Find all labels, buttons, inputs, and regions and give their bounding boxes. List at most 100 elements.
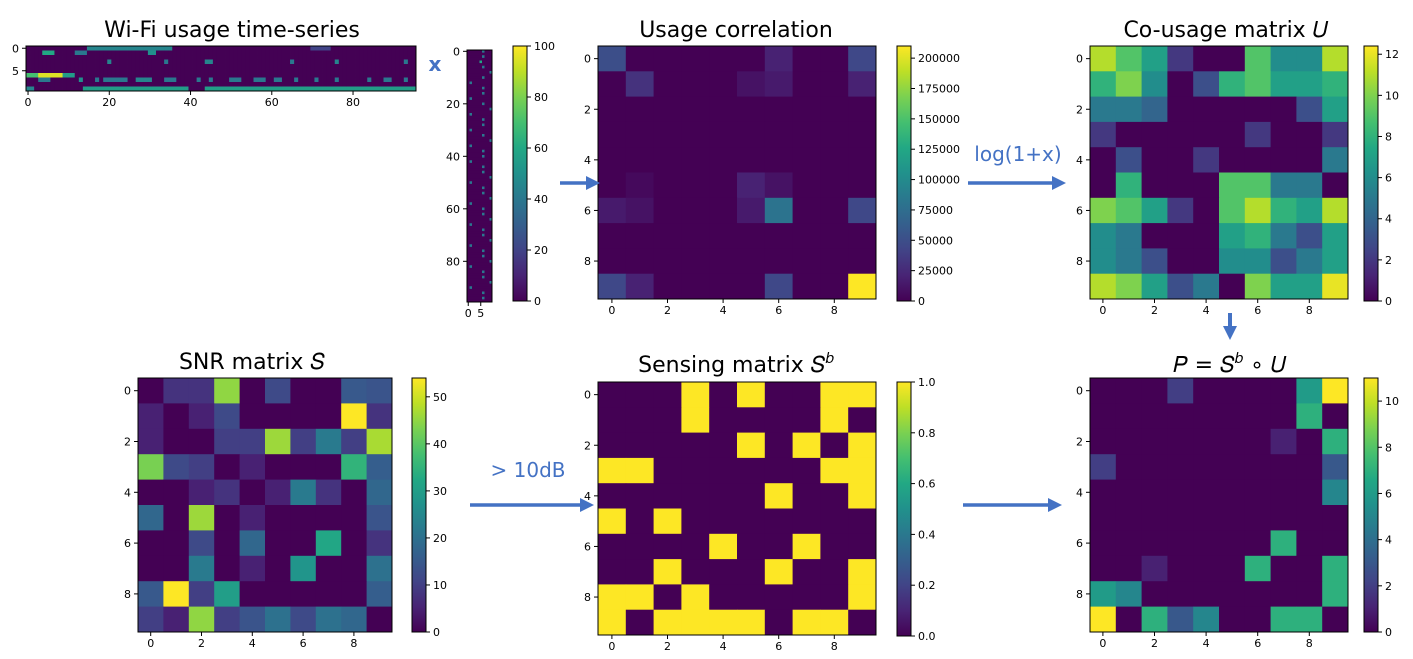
heatmap-cell <box>143 46 149 51</box>
colorbar-tick-label: 1.0 <box>918 376 936 389</box>
heatmap-cell <box>62 73 68 78</box>
heatmap-cell <box>479 105 483 109</box>
heatmap-cell <box>1296 46 1323 72</box>
heatmap-cell <box>403 50 409 56</box>
heatmap-cell <box>598 273 627 300</box>
heatmap-cell <box>709 407 738 433</box>
heatmap-cell <box>269 55 275 60</box>
heatmap-cell <box>482 50 485 54</box>
heatmap-cell <box>484 65 488 69</box>
heatmap-cell <box>1167 530 1194 557</box>
heatmap-cell <box>474 181 478 185</box>
heatmap-cell <box>479 178 483 182</box>
heatmap-cell <box>653 432 682 459</box>
heatmap-cell <box>151 68 157 74</box>
plot-frame <box>597 381 877 636</box>
heatmap-cell <box>237 59 242 65</box>
heatmap-cell <box>467 81 470 85</box>
heatmap-cell <box>489 107 493 111</box>
heatmap-cell <box>487 84 490 88</box>
y-tick-label: 6 <box>1076 204 1083 217</box>
heatmap-cell <box>143 82 149 87</box>
heatmap-cell <box>399 50 405 56</box>
heatmap-cell <box>482 197 485 201</box>
heatmap-cell <box>820 147 849 173</box>
heatmap-cell <box>168 86 173 92</box>
heatmap-cell <box>479 257 483 261</box>
heatmap-cell <box>131 64 137 69</box>
heatmap-cell <box>477 73 480 77</box>
heatmap-cell <box>477 149 480 153</box>
heatmap-cell <box>764 609 793 636</box>
heatmap-cell <box>290 59 295 65</box>
heatmap-cell <box>467 60 470 64</box>
heatmap-cell <box>216 64 222 69</box>
heatmap-cell <box>1322 248 1349 275</box>
heatmap-cell <box>467 71 470 75</box>
heatmap-cell <box>216 82 222 87</box>
colorbar-scale <box>1363 377 1379 633</box>
heatmap-cell <box>479 141 483 145</box>
heatmap-cell <box>261 82 267 87</box>
heatmap-cell <box>848 96 877 123</box>
heatmap-cell <box>62 82 68 87</box>
heatmap-cell <box>355 55 360 60</box>
heatmap-cell <box>472 181 475 185</box>
heatmap-cell <box>123 68 128 74</box>
heatmap-cell <box>208 46 214 51</box>
heatmap-cell <box>26 68 31 74</box>
heatmap-cell <box>487 168 490 172</box>
heatmap-cell <box>484 115 488 119</box>
heatmap-cell <box>474 170 478 174</box>
heatmap-cell <box>474 110 478 114</box>
heatmap-cell <box>1115 581 1142 607</box>
heatmap-cell <box>625 273 654 300</box>
heatmap-cell <box>848 508 877 535</box>
heatmap-cell <box>469 252 473 256</box>
heatmap-cell <box>489 118 493 122</box>
heatmap-cell <box>273 73 279 78</box>
heatmap-cell <box>216 68 222 74</box>
heatmap-cell <box>245 64 250 69</box>
colorbar-tick-label: 4 <box>1385 534 1392 547</box>
heatmap-cell <box>367 46 372 51</box>
heatmap-cell <box>487 55 490 59</box>
heatmap-cell <box>375 82 380 87</box>
heatmap-cell <box>214 454 240 480</box>
colorbar-tick-label: 0.0 <box>918 630 936 643</box>
heatmap-cell <box>1090 581 1117 607</box>
heatmap-cell <box>286 59 291 65</box>
heatmap-cell <box>472 139 475 143</box>
heatmap-cell <box>200 55 206 60</box>
heatmap-cell <box>277 55 283 60</box>
heatmap-cell <box>469 55 473 59</box>
heatmap-cell <box>151 64 157 69</box>
heatmap-cell <box>216 59 222 65</box>
colorbar-tick-label: 20 <box>433 532 447 545</box>
heatmap-cell <box>78 68 84 74</box>
heatmap-cell <box>489 55 493 59</box>
heatmap-cell <box>479 204 483 208</box>
heatmap-cell <box>375 50 380 56</box>
heatmap-cell <box>489 260 493 264</box>
heatmap-cell <box>229 46 234 51</box>
heatmap-cell <box>391 55 397 60</box>
heatmap-cell <box>653 407 682 433</box>
heatmap-cell <box>147 68 153 74</box>
heatmap-cell <box>86 50 92 56</box>
heatmap-cell <box>411 73 417 78</box>
heatmap-cell <box>479 81 483 85</box>
heatmap-cell <box>322 86 328 92</box>
heatmap-cell <box>1270 454 1297 480</box>
heatmap-cell <box>119 77 124 83</box>
heatmap-cell <box>474 57 478 61</box>
heatmap-cell <box>487 186 490 190</box>
heatmap-cell <box>1270 505 1297 531</box>
heatmap-cell <box>143 86 149 92</box>
heatmap-cell <box>164 50 169 56</box>
heatmap-cell <box>479 223 483 227</box>
heatmap-cell <box>290 46 295 51</box>
colorbar-scale <box>896 381 912 637</box>
heatmap-cell <box>681 457 710 484</box>
